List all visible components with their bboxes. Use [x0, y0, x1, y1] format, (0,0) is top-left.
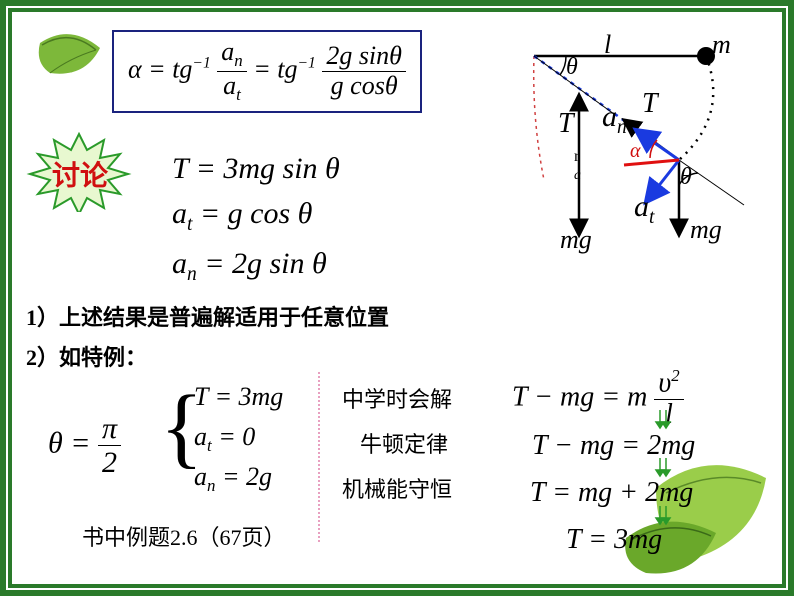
lbl-T-right: T — [642, 88, 658, 120]
lbl-mg-r: mg — [690, 215, 722, 245]
theta-pi2: θ = π 2 — [48, 412, 121, 479]
mid-l1: 中学时会解 — [342, 382, 452, 414]
sc-line3: an = 2g — [194, 462, 272, 496]
lbl-r: ra — [574, 148, 581, 184]
outer-frame: α = tg−1 an at = tg−1 2g sinθ g cosθ 讨论 … — [6, 6, 788, 590]
alpha-eq-part2: = tg — [253, 54, 297, 83]
eq-an: an = 2g sin θ — [172, 247, 327, 286]
sc-line2: at = 0 — [194, 422, 255, 456]
alpha-eq-part1: α = tg — [128, 54, 192, 83]
lbl-theta1: θ — [566, 54, 578, 81]
discuss-starburst: 讨论 — [34, 150, 90, 190]
mid-l2: 牛顿定律 — [360, 427, 448, 459]
note-1: 1）上述结果是普遍解适用于任意位置 — [26, 300, 389, 332]
lbl-l: l — [604, 30, 611, 60]
lbl-at: at — [634, 190, 654, 229]
lbl-T-left: T — [558, 108, 574, 140]
pendulum-diagram: l m θ T T an at mg mg α θ ra — [474, 30, 764, 270]
alpha-formula-box: α = tg−1 an at = tg−1 2g sinθ g cosθ — [112, 30, 422, 113]
lbl-mg-l: mg — [560, 225, 592, 255]
dotted-separator — [318, 372, 320, 542]
frac-an-at: an at — [217, 38, 246, 105]
note-2: 2）如特例： — [26, 340, 147, 372]
down-arrows-icon — [652, 410, 676, 550]
lbl-theta2: θ — [680, 164, 692, 191]
leaf-top-left — [30, 28, 110, 88]
eq-at: at = g cos θ — [172, 197, 312, 236]
lbl-m: m — [712, 30, 731, 60]
eq-T: T = 3mg sin θ — [172, 152, 340, 186]
inner-frame: α = tg−1 an at = tg−1 2g sinθ g cosθ 讨论 … — [12, 12, 782, 584]
sup-1b: −1 — [297, 55, 315, 72]
req-4: T = 3mg — [566, 524, 662, 556]
sup-1a: −1 — [192, 55, 210, 72]
discuss-label: 讨论 — [52, 161, 108, 192]
mid-l3: 机械能守恒 — [342, 472, 452, 504]
book-ref: 书中例题2.6（67页） — [82, 520, 286, 552]
lbl-an: an — [602, 100, 627, 139]
sc-line1: T = 3mg — [194, 382, 283, 412]
frac-2gsin-gcos: 2g sinθ g cosθ — [322, 42, 406, 100]
lbl-alpha: α — [630, 140, 641, 163]
